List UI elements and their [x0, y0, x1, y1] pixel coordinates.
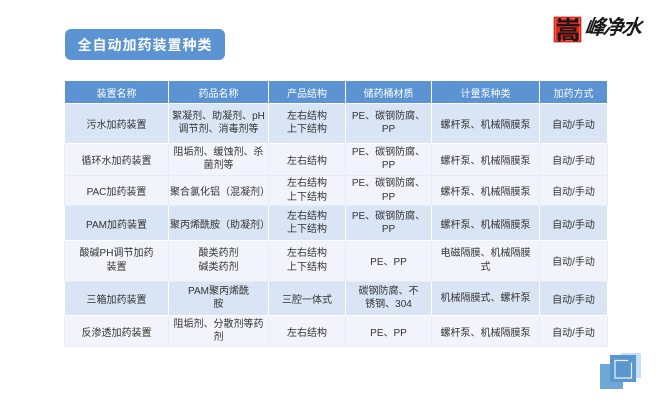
- svg-text:嵩: 嵩: [555, 11, 580, 47]
